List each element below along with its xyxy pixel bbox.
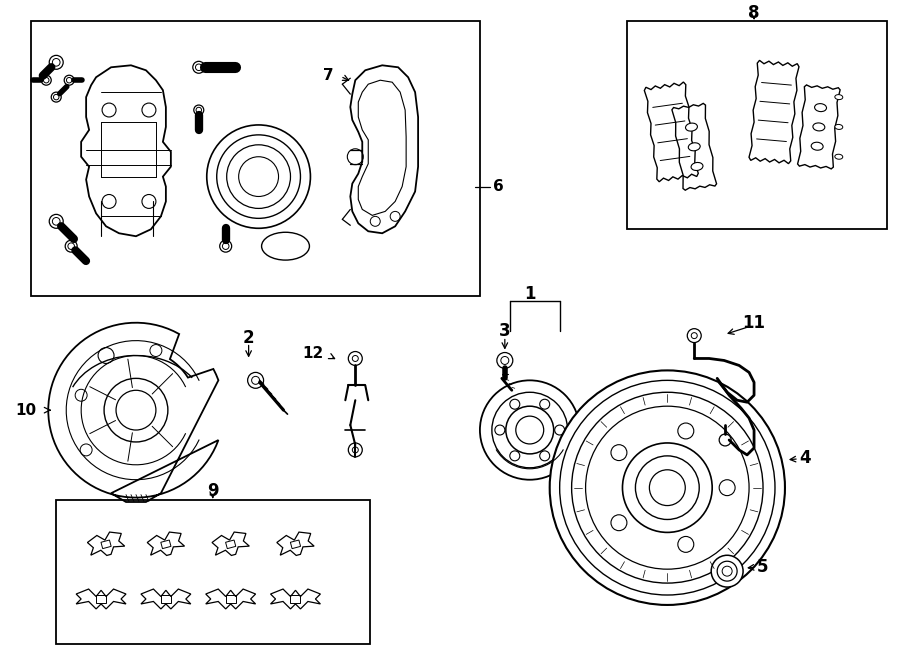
Circle shape [348, 443, 363, 457]
Circle shape [550, 370, 785, 605]
Text: 1: 1 [524, 285, 536, 303]
Text: 5: 5 [757, 558, 769, 576]
Ellipse shape [688, 143, 700, 151]
Circle shape [217, 135, 301, 218]
Circle shape [540, 451, 550, 461]
Circle shape [50, 56, 63, 69]
Text: 9: 9 [207, 482, 219, 500]
Circle shape [50, 214, 63, 228]
Text: 12: 12 [302, 346, 323, 361]
Circle shape [52, 58, 60, 66]
Text: 10: 10 [15, 403, 36, 418]
Circle shape [222, 243, 229, 249]
Circle shape [227, 145, 291, 208]
Circle shape [64, 75, 74, 85]
Circle shape [540, 399, 550, 409]
Circle shape [352, 356, 358, 362]
Ellipse shape [262, 232, 310, 260]
Circle shape [586, 406, 749, 569]
Circle shape [635, 456, 699, 520]
Circle shape [41, 75, 51, 85]
Circle shape [554, 425, 564, 435]
Circle shape [76, 389, 87, 401]
Bar [56, 500, 370, 644]
Ellipse shape [813, 123, 824, 131]
Circle shape [220, 240, 231, 252]
Circle shape [194, 105, 203, 115]
Circle shape [248, 372, 264, 388]
Circle shape [67, 77, 72, 83]
Text: 7: 7 [323, 67, 333, 83]
Circle shape [492, 392, 568, 468]
Circle shape [252, 376, 259, 384]
Text: 4: 4 [799, 449, 811, 467]
Circle shape [348, 352, 363, 366]
Ellipse shape [835, 124, 842, 130]
Circle shape [678, 537, 694, 553]
Circle shape [150, 344, 162, 356]
Circle shape [611, 445, 627, 461]
Circle shape [688, 329, 701, 342]
Circle shape [650, 470, 685, 506]
Circle shape [196, 107, 202, 113]
Circle shape [68, 243, 75, 249]
Circle shape [142, 194, 156, 208]
Circle shape [102, 103, 116, 117]
Text: 6: 6 [493, 179, 504, 194]
Ellipse shape [686, 123, 698, 131]
Circle shape [572, 392, 763, 583]
Circle shape [717, 561, 737, 581]
Circle shape [611, 515, 627, 531]
Circle shape [195, 64, 203, 71]
Text: 11: 11 [742, 314, 766, 332]
Circle shape [391, 212, 401, 221]
Circle shape [193, 61, 205, 73]
Text: 2: 2 [243, 329, 255, 346]
Circle shape [722, 566, 732, 576]
Circle shape [516, 416, 544, 444]
Circle shape [98, 348, 114, 364]
Circle shape [623, 443, 712, 532]
Circle shape [719, 434, 731, 446]
Circle shape [509, 451, 520, 461]
Circle shape [480, 380, 580, 480]
Circle shape [370, 216, 380, 226]
Ellipse shape [835, 95, 842, 100]
Circle shape [347, 149, 364, 165]
Bar [32, 20, 480, 296]
Circle shape [51, 92, 61, 102]
Circle shape [678, 423, 694, 439]
Circle shape [102, 194, 116, 208]
Ellipse shape [835, 154, 842, 159]
Circle shape [560, 380, 775, 595]
Circle shape [43, 77, 49, 83]
Circle shape [80, 444, 92, 456]
Circle shape [207, 125, 310, 228]
Ellipse shape [691, 163, 703, 171]
Circle shape [506, 406, 554, 454]
Circle shape [500, 356, 508, 364]
Circle shape [238, 157, 278, 196]
Circle shape [53, 95, 59, 100]
Circle shape [719, 480, 735, 496]
Circle shape [352, 447, 358, 453]
Circle shape [691, 332, 698, 338]
Circle shape [711, 555, 743, 587]
Ellipse shape [814, 104, 826, 112]
Circle shape [495, 425, 505, 435]
Circle shape [65, 240, 77, 252]
Bar [627, 20, 886, 229]
Ellipse shape [811, 142, 824, 150]
Text: 8: 8 [748, 3, 760, 22]
Circle shape [116, 390, 156, 430]
Text: 3: 3 [499, 322, 510, 340]
Circle shape [142, 103, 156, 117]
Circle shape [497, 352, 513, 368]
Circle shape [104, 378, 168, 442]
Circle shape [509, 399, 520, 409]
Circle shape [52, 217, 60, 225]
